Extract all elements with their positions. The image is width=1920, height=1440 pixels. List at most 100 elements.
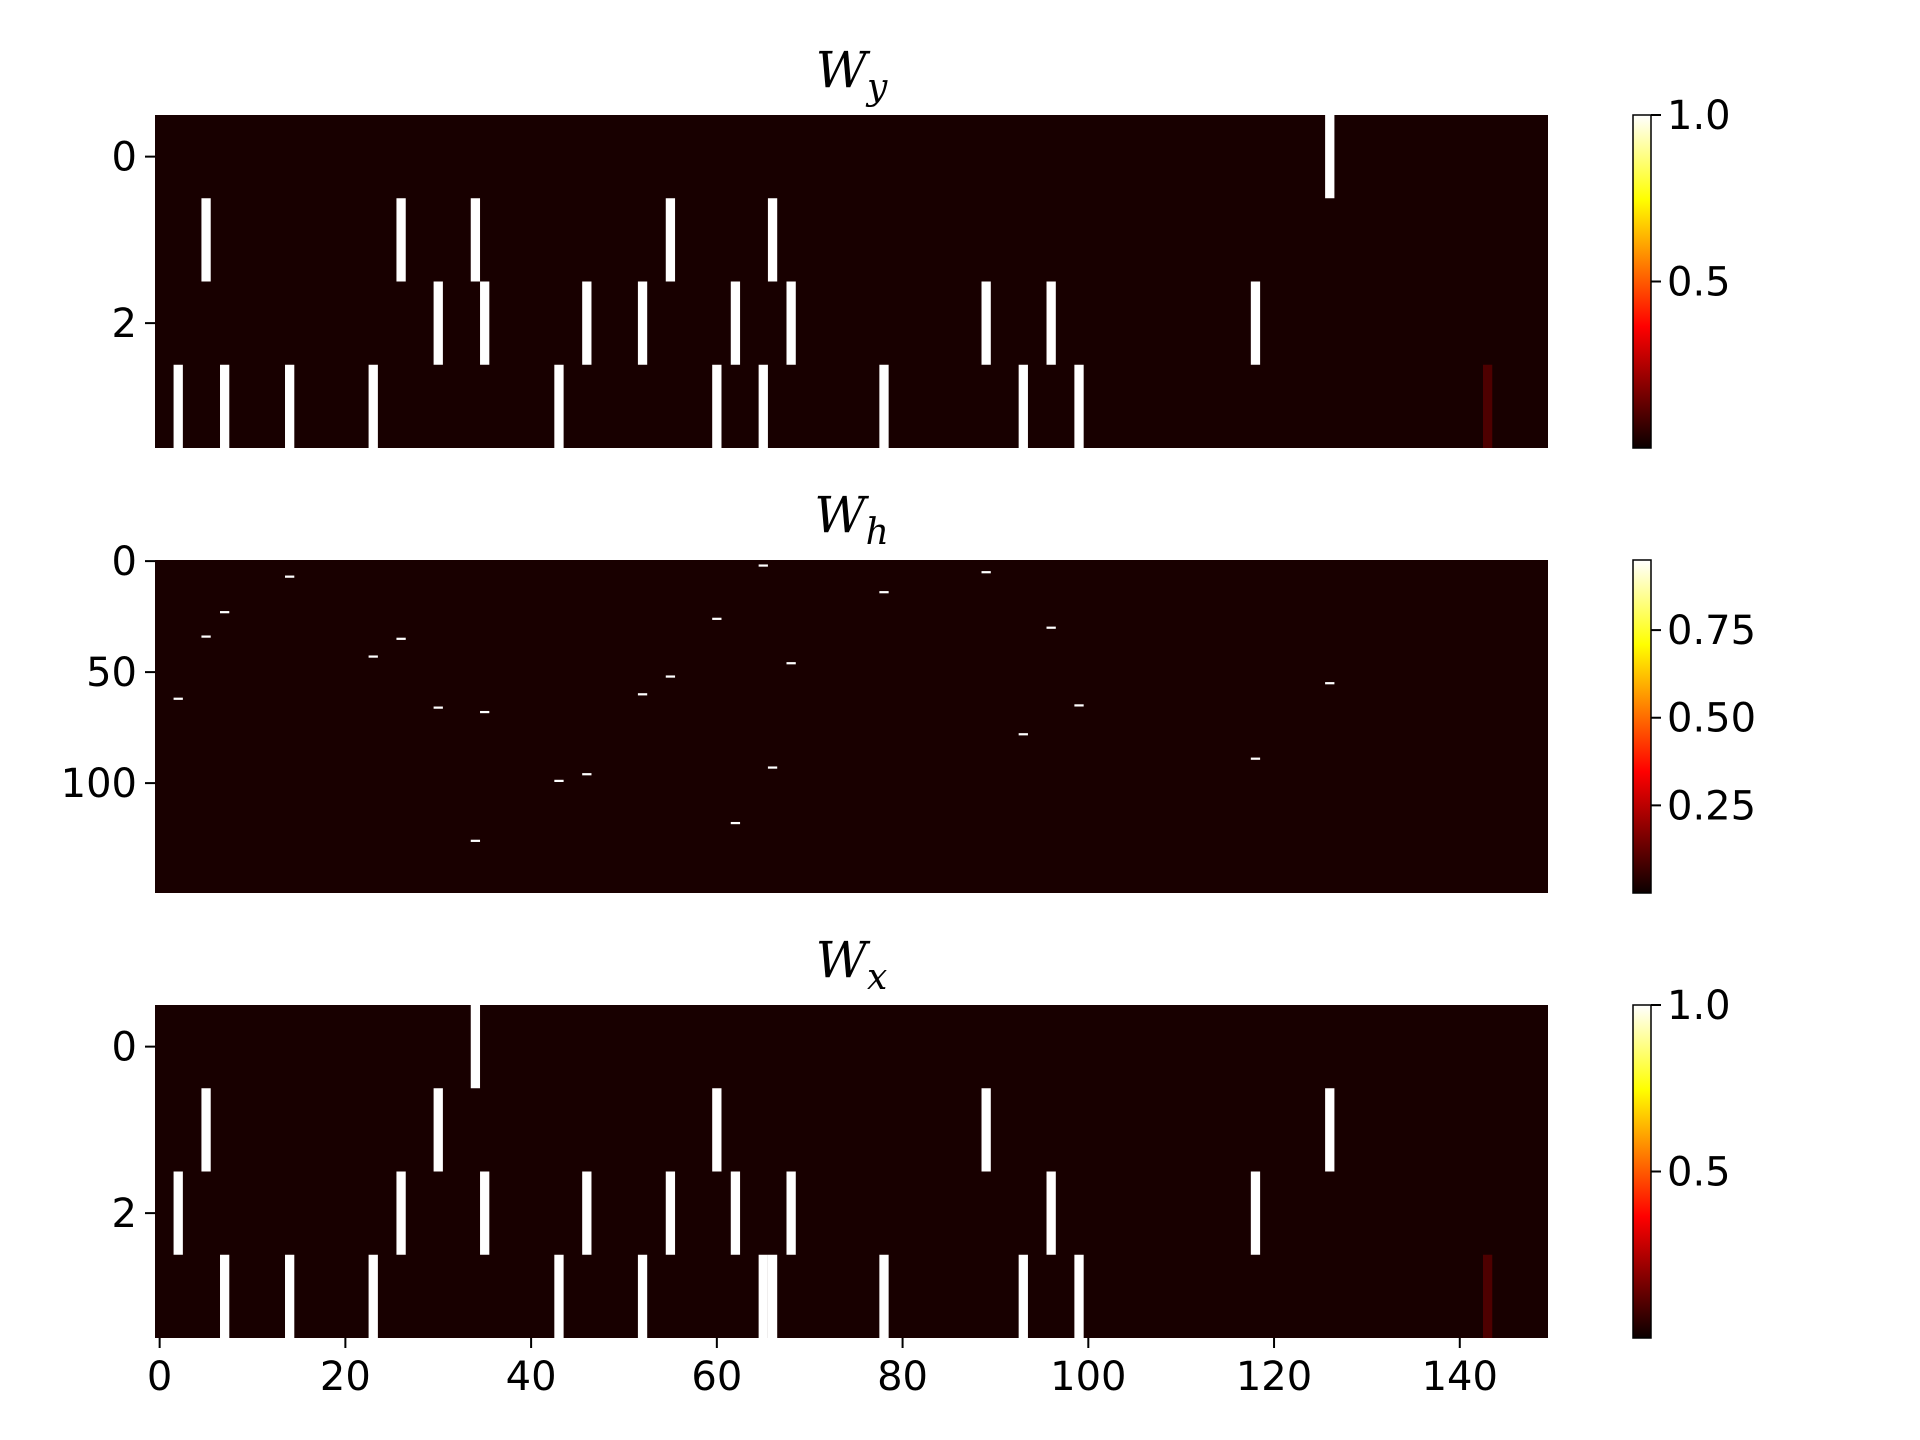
heatmap-cell [1046,281,1056,365]
heatmap-cell [582,773,592,776]
heatmap-cell [1074,704,1084,707]
colorbar [1632,1004,1652,1339]
heatmap-cell [665,675,676,678]
heatmap-background [155,560,1548,893]
panel-title: Wx [816,931,888,998]
heatmap-cell [712,1088,722,1172]
heatmap-cell [981,571,991,574]
colorbar-tick-label: 0.5 [1667,1150,1731,1196]
heatmap-cell [173,364,183,448]
heatmap-cell [470,1005,481,1089]
colorbar-tick-label: 0.25 [1667,783,1756,829]
colorbar-tick-label: 0.5 [1667,260,1731,306]
y-tick-label: 2 [112,301,137,347]
y-tick-label: 0 [112,1025,137,1071]
panel-title: Wh [814,486,889,553]
heatmap-cell [879,591,889,594]
heatmap-cell [396,1171,406,1255]
colorbar [1632,114,1652,449]
heatmap-cell [1074,364,1084,448]
heatmap-cell [879,364,889,448]
heatmap-cell [1250,1171,1261,1255]
heatmap-cell [396,637,406,640]
x-tick-label: 80 [877,1354,928,1400]
heatmap-cell [1018,364,1028,448]
heatmap-cell [637,1254,648,1338]
heatmap-cell [368,655,378,658]
heatmap-cell [470,198,481,282]
heatmap-cell [433,1088,443,1172]
heatmap-cell [396,198,406,282]
panel-title-subscript: h [866,512,889,553]
y-tick-label: 50 [86,650,137,696]
heatmap-cell [786,1171,796,1255]
heatmap-cell [201,1088,211,1172]
heatmap-cell [730,281,741,365]
heatmap-cell [767,766,778,769]
heatmap-cell [981,1088,991,1172]
colorbar-tick-label: 0.75 [1667,608,1756,654]
heatmap-cell [480,281,490,365]
heatmap-cell [285,575,295,578]
heatmap-cell [730,1171,741,1255]
heatmap-cell [480,1171,490,1255]
heatmap-cell [712,617,722,620]
y-tick-label: 100 [61,761,137,807]
heatmap-cell [368,364,378,448]
y-tick-label: 0 [112,135,137,181]
heatmap-cell [1018,1254,1028,1338]
heatmap-cell [1046,1171,1056,1255]
x-tick-label: 0 [147,1354,172,1400]
heatmap-cell [201,635,211,638]
panel-title-base: W [814,486,869,544]
x-tick-label: 120 [1236,1354,1312,1400]
x-tick-label: 100 [1050,1354,1126,1400]
x-tick-label: 20 [320,1354,371,1400]
heatmap-cell [1018,733,1028,736]
heatmap-cell [786,662,796,665]
colorbar-tick-label: 1.0 [1667,983,1731,1029]
heatmap-cell [285,364,295,448]
panel-wy: 0 2 Wy 0.5 1.0 [112,41,1731,449]
heatmap-cell [433,281,443,365]
heatmap-cell [1325,1088,1335,1172]
x-tick-label: 60 [691,1354,742,1400]
heatmap-cell [470,839,481,842]
heatmap-cell [786,281,796,365]
heatmap-cell [554,364,564,448]
colorbar-tick-label: 1.0 [1667,93,1731,139]
heatmap-cell [285,1254,295,1338]
heatmap-cell [637,693,648,696]
panel-title-base: W [816,41,871,99]
heatmap-cell [173,697,183,700]
heatmap-cell [480,710,490,714]
panel-wh: 0 50 100 Wh 0.25 0.50 0.75 [61,486,1756,894]
heatmap-cell [173,1171,183,1255]
heatmap-cell [981,281,991,365]
heatmap-cell [730,821,741,825]
colorbar [1632,559,1652,894]
panel-title-subscript: x [867,957,887,998]
heatmap-cell [220,364,230,448]
heatmap-cell [368,1254,378,1338]
heatmap-cell [758,564,768,567]
heatmap-cell [767,198,778,282]
heatmap-cell [201,198,211,282]
heatmap-cell [712,364,722,448]
heatmap-cell [1325,115,1335,199]
x-tick-label: 40 [506,1354,557,1400]
heatmap-cell [220,611,230,614]
heatmap-cell [433,706,443,709]
heatmap-cell [665,198,676,282]
heatmap-cell [758,1254,768,1338]
heatmap-cell [767,1254,778,1338]
heatmap-cell [554,1254,564,1338]
colorbar-tick-label: 0.50 [1667,696,1756,742]
heatmap-cell [554,779,564,782]
heatmap-cell [1482,1254,1493,1338]
heatmap-cell [637,281,648,365]
y-tick-label: 0 [112,539,137,585]
panel-title-subscript: y [865,67,888,108]
heatmap-background [155,1005,1548,1338]
